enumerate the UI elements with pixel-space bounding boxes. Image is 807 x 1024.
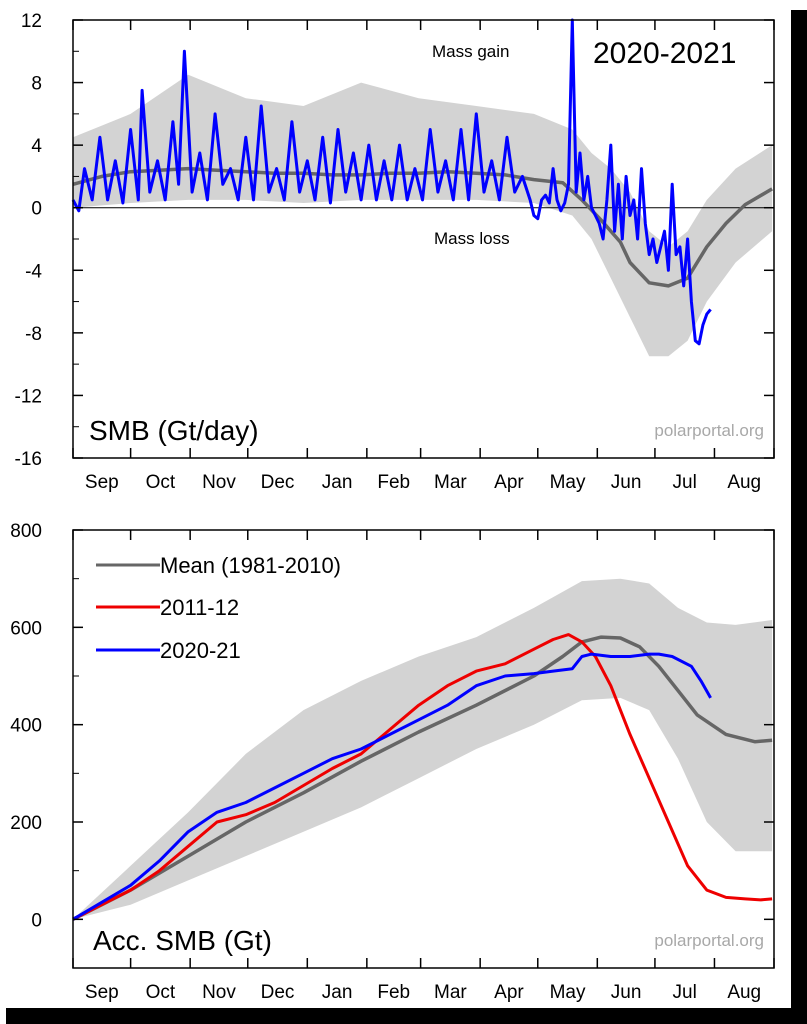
y-tick-label: 800 [10,521,42,542]
y-tick-label: 400 [10,716,42,737]
x-month-label: Nov [202,472,236,493]
legend: Mean (1981-2010) 2011-12 2020-21 [96,553,341,663]
x-month-label: Sep [85,982,119,1003]
x-month-label: Feb [377,472,410,493]
x-month-label: May [550,472,586,493]
x-month-label: Dec [261,982,295,1003]
frame-shadow-bottom [6,1008,807,1024]
series-line-mean [72,166,773,288]
x-month-label: Mar [434,982,467,1003]
x-month-label: Mar [434,472,467,493]
series-line-2020-21 [71,18,712,346]
x-month-label: Jul [673,982,697,1003]
x-month-label: Oct [146,472,176,493]
series-line-2011-12 [72,633,773,921]
x-month-label: Feb [377,982,410,1003]
range-band-area [73,578,773,920]
frame-shadow-right [791,10,807,1024]
y-tick-label: 0 [31,910,42,931]
daily-watermark: polarportal.org [654,421,764,440]
x-month-label: Sep [85,472,119,493]
accumulated-series-group [72,633,773,921]
series-line-2020-21 [72,652,712,921]
y-tick-label: -16 [15,449,42,470]
mass-loss-annotation: Mass loss [434,229,510,248]
y-tick-label: -12 [15,386,42,407]
accumulated-panel-label: Acc. SMB (Gt) [93,925,272,956]
season-title: 2020-2021 [593,37,736,70]
y-tick-label: -8 [25,324,42,345]
accumulated-smb-chart: 800 600 400 200 0 Sep Oct Nov Dec Jan Feb Mar Apr Ma… [10,521,775,1003]
accumulated-range-band [73,578,773,920]
x-month-label: Dec [261,472,295,493]
x-month-label: Oct [146,982,176,1003]
daily-panel-label: SMB (Gt/day) [89,415,259,446]
daily-x-axis: Sep Oct Nov Dec Jan Feb Mar Apr May Jun Jul Aug [72,20,775,493]
legend-label-2011: 2011-12 [160,595,239,620]
daily-series-group [71,18,773,346]
y-tick-label: 12 [21,11,42,32]
x-month-label: Jan [322,982,353,1003]
mass-gain-annotation: Mass gain [432,42,509,61]
y-tick-label: -4 [25,261,42,282]
accumulated-plot-frame [72,529,775,969]
daily-smb-chart: 12 8 4 0 -4 -8 -12 -16 Sep Oct Nov Dec Jan Feb Mar Apr… [15,11,775,493]
y-tick-label: 200 [10,813,42,834]
x-month-label: Apr [494,472,524,493]
x-month-label: Aug [727,982,761,1003]
accumulated-x-axis: Sep Oct Nov Dec Jan Feb Mar Apr May Jun Jul Aug [72,530,775,1003]
x-month-label: Jun [611,472,642,493]
daily-y-axis: 12 8 4 0 -4 -8 -12 -16 [15,11,774,470]
x-month-label: Aug [727,472,761,493]
x-month-label: Jul [673,472,697,493]
accumulated-y-axis: 800 600 400 200 0 [10,521,774,969]
y-tick-label: 8 [31,74,42,95]
legend-label-2020: 2020-21 [160,638,241,663]
y-tick-label: 4 [31,136,42,157]
x-month-label: Jan [322,472,353,493]
x-month-label: Apr [494,982,524,1003]
legend-label-mean: Mean (1981-2010) [160,553,341,578]
accumulated-watermark: polarportal.org [654,931,764,950]
x-month-label: May [550,982,586,1003]
x-month-label: Nov [202,982,236,1003]
x-month-label: Jun [611,982,642,1003]
series-line-mean [72,635,773,921]
y-tick-label: 600 [10,618,42,639]
y-tick-label: 0 [31,199,42,220]
